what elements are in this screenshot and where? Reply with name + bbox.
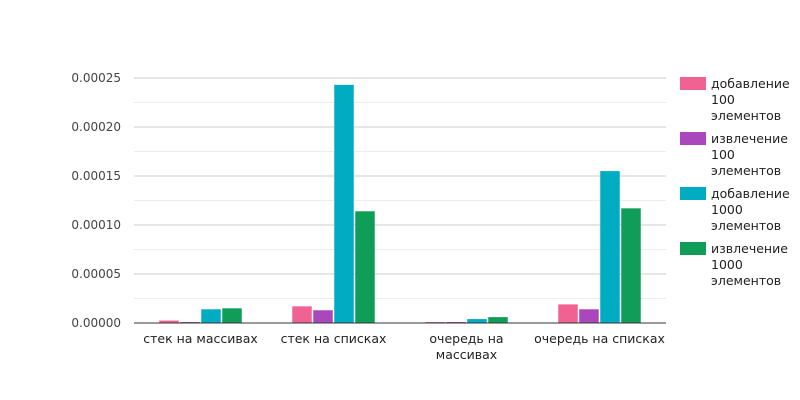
bar xyxy=(201,309,221,323)
bar xyxy=(334,84,354,323)
legend-swatch xyxy=(680,132,706,145)
y-tick-label: 0.00005 xyxy=(71,267,121,281)
gridlines xyxy=(134,77,666,299)
legend-swatch xyxy=(680,77,706,90)
legend-swatch xyxy=(680,242,706,255)
y-tick-label: 0.00025 xyxy=(71,71,121,85)
y-tick-label: 0.00010 xyxy=(71,218,121,232)
bar xyxy=(579,309,599,323)
x-category-label: очередь на массивах xyxy=(429,331,503,362)
bar xyxy=(292,306,312,323)
legend: добавление 100 элементов извлечение 100 элеме… xyxy=(680,76,790,288)
bar xyxy=(159,320,179,323)
legend-swatch xyxy=(680,187,706,200)
y-tick-label: 0.00020 xyxy=(71,120,121,134)
legend-item: извлечение 100 элементов xyxy=(680,131,788,178)
bar xyxy=(355,211,375,323)
bar xyxy=(313,310,333,323)
x-category-label: стек на списках xyxy=(281,331,387,346)
bar xyxy=(558,304,578,323)
bar xyxy=(222,308,242,323)
legend-label: извлечение 1000 элементов xyxy=(711,241,788,288)
y-tick-label: 0.00000 xyxy=(71,316,121,330)
y-tick-label: 0.00015 xyxy=(71,169,121,183)
x-axis-labels: стек на массивах стек на списках очередь н… xyxy=(143,331,665,362)
x-category-label: стек на массивах xyxy=(143,331,258,346)
legend-label: извлечение 100 элементов xyxy=(711,131,788,178)
x-category-label: очередь на списках xyxy=(534,331,665,346)
legend-label: добавление 100 элементов xyxy=(711,76,790,123)
bar xyxy=(488,317,508,323)
bar xyxy=(621,208,641,323)
y-axis-ticks: 0.00000 0.00005 0.00010 0.00015 0.00020 0.000… xyxy=(71,71,121,330)
bars xyxy=(159,84,641,323)
legend-label: добавление 1000 элементов xyxy=(711,186,790,233)
bar xyxy=(600,171,620,323)
bar xyxy=(467,319,487,323)
legend-item: добавление 1000 элементов xyxy=(680,186,790,233)
legend-item: добавление 100 элементов xyxy=(680,76,790,123)
legend-item: извлечение 1000 элементов xyxy=(680,241,788,288)
